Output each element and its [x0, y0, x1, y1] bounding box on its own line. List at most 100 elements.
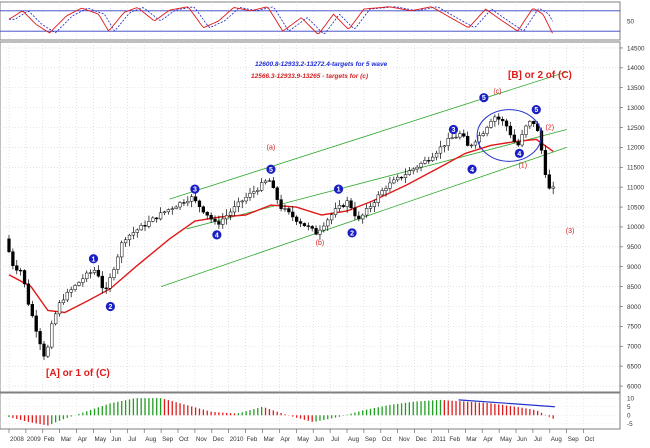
candle-up	[151, 217, 155, 222]
candle-up	[225, 215, 229, 220]
price-tick-label: 7000	[627, 344, 642, 351]
candle-up	[333, 208, 338, 215]
moving-average-line	[8, 138, 554, 314]
candle-down	[104, 287, 108, 289]
time-tick-label: Aug	[348, 436, 360, 443]
candle-up	[92, 269, 97, 273]
candle-up	[166, 209, 171, 213]
candle-up	[489, 121, 493, 128]
candle-down	[310, 226, 314, 229]
time-tick-label: 2008	[10, 436, 24, 443]
candle-down	[15, 265, 19, 271]
candle-up	[477, 135, 481, 143]
wave-label-red: (c)	[493, 89, 501, 96]
candle-down	[19, 269, 23, 272]
wave-label-blue-text: 5	[482, 95, 486, 102]
candle-down	[294, 216, 299, 222]
time-axis-band	[0, 430, 620, 443]
time-tick-label: Jul	[128, 436, 136, 443]
candle-down	[143, 225, 147, 227]
time-tick-label: May	[500, 436, 513, 443]
candle-up	[551, 186, 555, 189]
candle-up	[236, 201, 240, 207]
stochastic-frame	[0, 1, 621, 41]
candle-up	[88, 272, 93, 274]
candle-up	[283, 208, 287, 210]
candle-up	[73, 285, 77, 290]
candle-down	[512, 134, 516, 143]
price-tick-label: 8000	[627, 304, 642, 311]
time-tick-label: Jun	[517, 436, 528, 443]
time-tick-label: Oct	[179, 436, 189, 443]
wave-label-blue-text: 4	[470, 167, 474, 174]
candle-up	[423, 160, 427, 164]
wave-label-red: (1)	[518, 162, 527, 169]
candle-up	[123, 239, 128, 244]
candle-down	[302, 223, 307, 226]
channel-line	[169, 71, 567, 200]
candle-down	[291, 211, 295, 218]
candle-up	[434, 152, 439, 158]
candle-down	[11, 251, 15, 266]
candle-up	[221, 218, 225, 225]
candle-down	[201, 206, 205, 213]
stochastic-main-line	[8, 6, 553, 35]
price-tick-label: 11500	[627, 165, 645, 172]
macd-tick-label: 10	[627, 395, 635, 402]
candle-up	[384, 188, 388, 191]
candle-up	[46, 346, 50, 357]
time-tick-label: Feb	[449, 436, 460, 443]
price-tick-label: 14000	[627, 65, 645, 72]
candle-up	[458, 133, 462, 138]
candle-down	[547, 174, 551, 189]
time-tick-label: Oct	[382, 436, 392, 443]
candle-up	[446, 138, 450, 147]
candle-up	[364, 208, 369, 216]
candle-up	[135, 229, 139, 233]
candle-up	[162, 211, 167, 214]
candle-up	[190, 196, 194, 202]
wave-label-blue-text: 1	[92, 256, 96, 263]
candle-up	[170, 208, 174, 210]
wave-label-blue-text: 4	[215, 232, 219, 239]
candle-down	[38, 331, 42, 345]
candle-down	[462, 133, 466, 137]
candle-up	[481, 133, 485, 136]
candle-up	[528, 121, 532, 127]
time-tick-label: Apr	[78, 436, 88, 443]
time-tick-label: 2010	[230, 436, 244, 443]
candle-up	[431, 156, 435, 161]
candle-up	[53, 313, 58, 325]
candle-up	[329, 214, 334, 221]
candle-up	[345, 200, 349, 207]
candle-up	[248, 192, 252, 198]
time-tick-label: Dec	[416, 436, 427, 443]
wave-label-blue-text: 3	[193, 187, 197, 194]
candle-up	[407, 170, 412, 175]
candle-up	[524, 125, 528, 135]
wave-label-blue-text: 5	[534, 107, 538, 114]
candle-down	[543, 150, 548, 175]
annotation-red-targets: 12566.3-12933.9-13265 - targets for (c)	[251, 73, 368, 80]
wave-label-blue-marker	[333, 184, 344, 194]
wave-label-blue-text: 5	[269, 167, 273, 174]
candle-up	[438, 146, 443, 154]
time-tick-label: Nov	[196, 436, 208, 443]
candle-down	[306, 225, 310, 227]
candle-up	[411, 168, 415, 172]
wave-labels-blue: 1 2 3 4 5 1 2 3 4 5 4 5	[88, 93, 541, 312]
time-tick-label: Sep	[365, 436, 377, 443]
candle-down	[34, 315, 38, 332]
macd-histogram	[8, 398, 554, 426]
candle-down	[30, 304, 34, 317]
wave-labels-red: (a) (b) (c) (1) (2) (3)	[267, 89, 575, 247]
candle-down	[271, 180, 275, 189]
wave-label-blue-marker	[479, 93, 489, 103]
macd-tick-label: -5	[627, 421, 633, 428]
candle-up	[473, 141, 478, 146]
stochastic-series	[8, 6, 553, 35]
moving-average	[8, 138, 554, 314]
candle-up	[520, 134, 524, 146]
time-tick-label: Apr	[483, 436, 493, 443]
